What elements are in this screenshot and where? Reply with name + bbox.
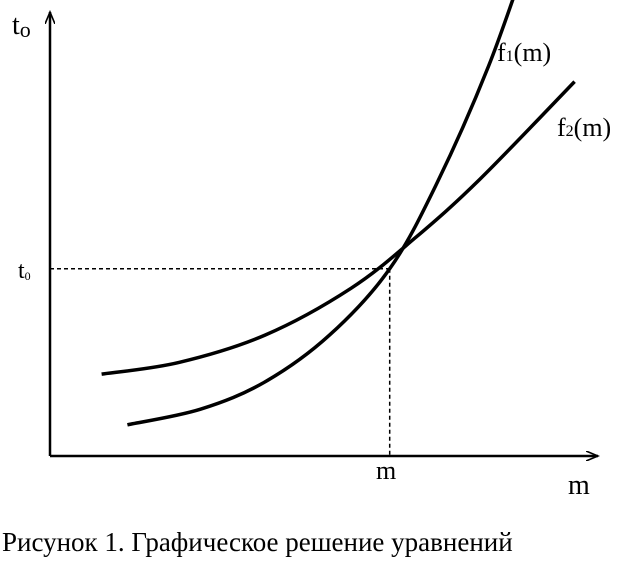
series-label-f2: f2(m) (557, 113, 611, 142)
x-tick-label: m (376, 456, 396, 485)
y-axis-label: to (12, 10, 31, 42)
x-axis-label: m (568, 470, 590, 501)
chart: to m t0 m f1(m) f2(m) (12, 0, 611, 501)
series-line-f1 (127, 0, 515, 427)
series-line-f2 (101, 80, 576, 376)
series-label-f1: f1(m) (497, 38, 551, 67)
figure-caption: Рисунок 1. Графическое решение уравнений (2, 527, 513, 557)
y-tick-label: t0 (18, 258, 31, 284)
